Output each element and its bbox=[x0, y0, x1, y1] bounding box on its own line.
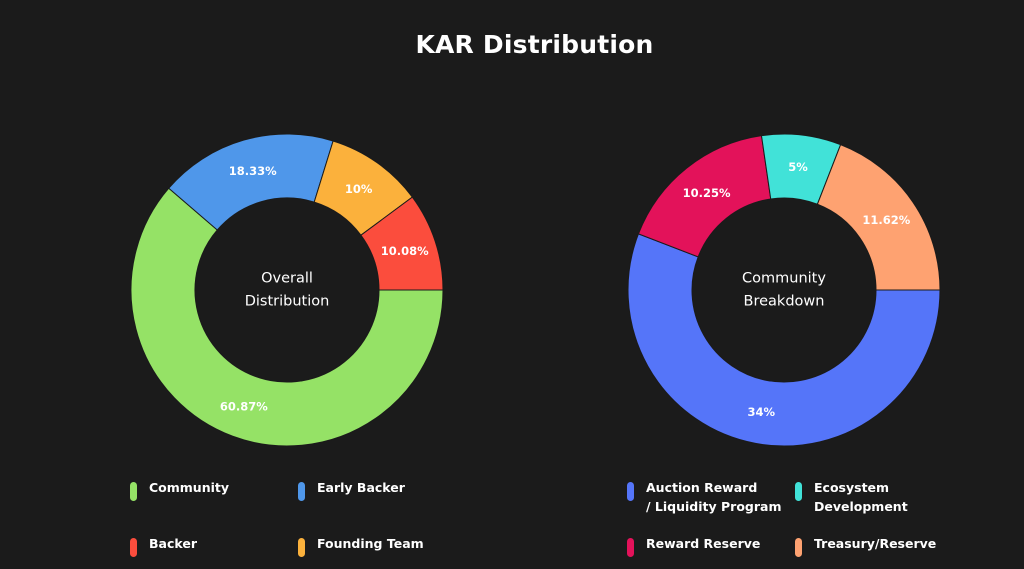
legend-item-backer[interactable]: Backer bbox=[130, 534, 197, 557]
slice-label-auction-reward-liquidity-program: 34% bbox=[748, 405, 776, 419]
legend-item-reward-reserve[interactable]: Reward Reserve bbox=[627, 534, 760, 557]
legend-swatch bbox=[298, 538, 305, 557]
slice-label-early-backer: 18.33% bbox=[229, 164, 277, 178]
legend-label: Ecosystem Development bbox=[814, 480, 908, 514]
legend-item-community[interactable]: Community bbox=[130, 478, 229, 501]
center-label-line: Distribution bbox=[245, 294, 330, 310]
page-title: KAR Distribution bbox=[415, 30, 654, 59]
legend-label: Auction Reward / Liquidity Program bbox=[646, 480, 782, 514]
slice-treasury-reserve[interactable] bbox=[816, 143, 941, 291]
legend-swatch bbox=[627, 482, 634, 501]
legend-label: Founding Team bbox=[317, 536, 424, 551]
legend-label: Community bbox=[149, 480, 230, 495]
legend-swatch bbox=[795, 538, 802, 557]
legend-label: Reward Reserve bbox=[646, 536, 761, 551]
legend-swatch bbox=[298, 482, 305, 501]
legend-swatch bbox=[627, 538, 634, 557]
legend-item-founding-team[interactable]: Founding Team bbox=[298, 534, 424, 557]
slice-label-reward-reserve: 10.25% bbox=[683, 186, 731, 200]
legend-swatch bbox=[795, 482, 802, 501]
legend-label: Early Backer bbox=[317, 480, 405, 495]
center-label-line: Overall bbox=[261, 271, 313, 287]
center-label-line: Breakdown bbox=[744, 294, 825, 310]
community-breakdown-donut-chart: 34% 10.25% 5% 11.62% Community Breakdown bbox=[627, 133, 941, 447]
slice-label-community: 60.87% bbox=[220, 399, 268, 413]
overall-distribution-donut-chart: 60.87% 18.33% 10% 10.08% Overall Distribution bbox=[130, 133, 444, 447]
legend-item-auction-reward-liquidity-program[interactable]: Auction Reward / Liquidity Program bbox=[627, 478, 782, 516]
legend-item-early-backer[interactable]: Early Backer bbox=[298, 478, 405, 501]
slice-backer[interactable] bbox=[360, 196, 444, 291]
slice-label-treasury-reserve: 11.62% bbox=[862, 213, 910, 227]
legend-item-treasury-reserve[interactable]: Treasury/Reserve bbox=[795, 534, 936, 557]
legend-label: Treasury/Reserve bbox=[814, 536, 937, 551]
slice-label-ecosystem-development: 5% bbox=[788, 160, 808, 174]
center-label-line: Community bbox=[742, 271, 826, 287]
legend-swatch bbox=[130, 538, 137, 557]
slice-community[interactable] bbox=[130, 187, 444, 447]
legend-item-ecosystem-development[interactable]: Ecosystem Development bbox=[795, 478, 908, 516]
slice-label-backer: 10.08% bbox=[381, 244, 429, 258]
slice-auction-reward-liquidity-program[interactable] bbox=[627, 233, 941, 447]
slice-label-founding-team: 10% bbox=[345, 182, 373, 196]
legend-swatch bbox=[130, 482, 137, 501]
legend-label: Backer bbox=[149, 536, 197, 551]
